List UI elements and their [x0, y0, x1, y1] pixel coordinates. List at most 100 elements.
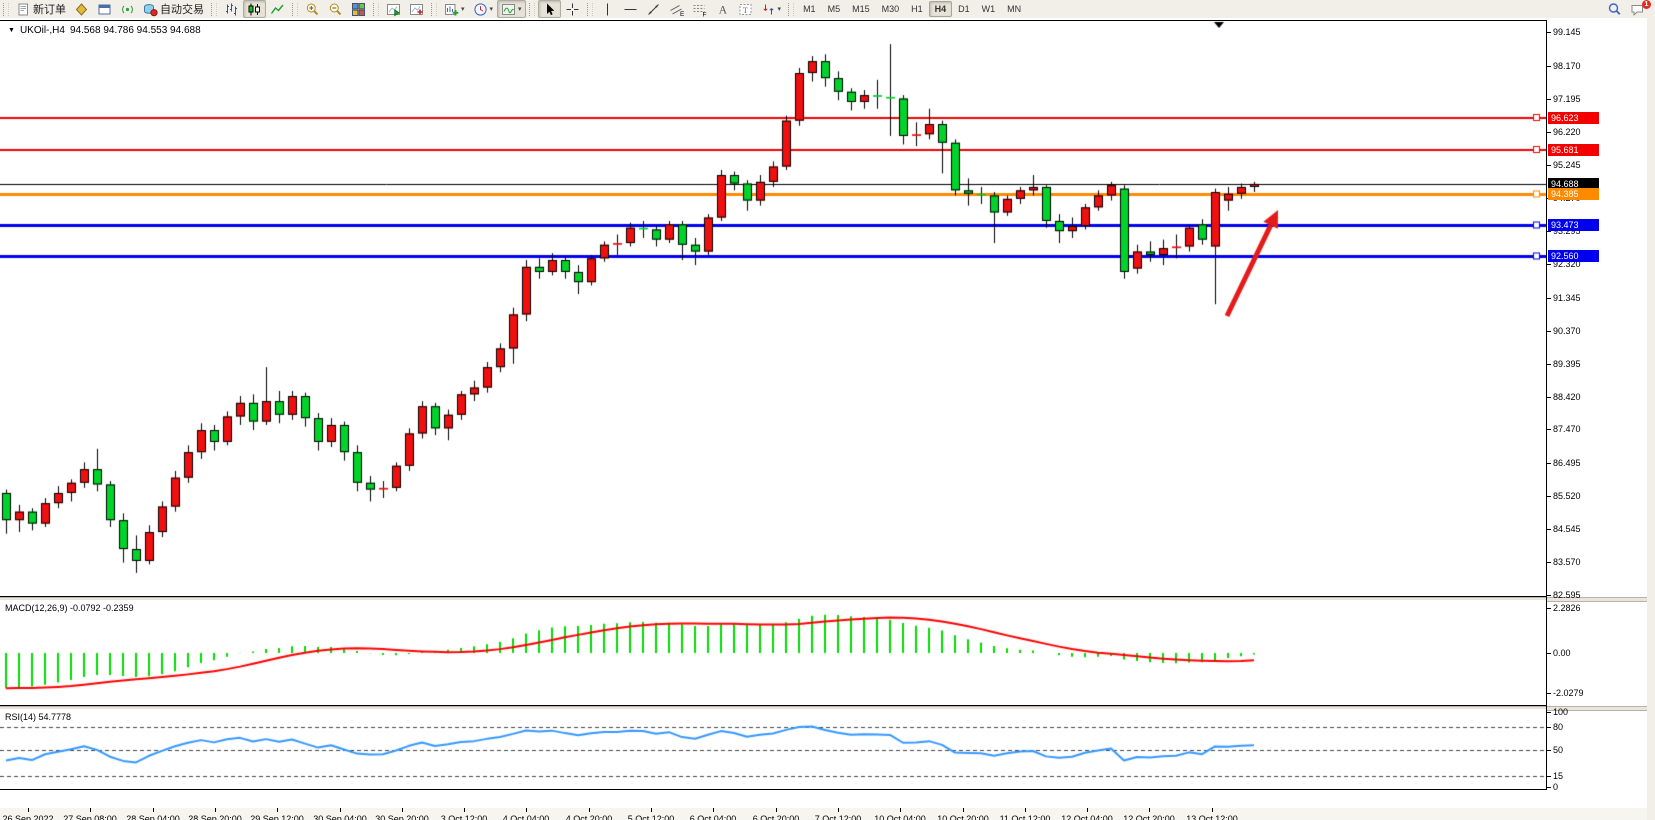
time-axis-label: 6 Oct 20:00 [752, 814, 800, 820]
time-axis[interactable] [0, 808, 1655, 820]
timeframe-h1[interactable]: H1 [911, 4, 923, 14]
time-axis-label: 30 Sep 04:00 [313, 814, 367, 820]
toolbar-grip[interactable] [528, 2, 535, 16]
bar-chart-button[interactable] [220, 0, 243, 18]
axis-tick-label: 50 [1553, 745, 1564, 755]
window-right-gutter [1647, 18, 1655, 820]
axis-tick-mark [1546, 397, 1551, 398]
new-chart-button[interactable]: ▾ [440, 0, 469, 18]
axis-tick-label: 84.545 [1553, 524, 1581, 534]
auto-trading-button[interactable]: 自动交易 [139, 0, 208, 18]
chart-play-icon [387, 3, 400, 16]
price-axis-separator [1546, 20, 1547, 790]
fibonacci-icon: F [693, 4, 706, 17]
notifications-button[interactable]: 1 [1626, 0, 1651, 18]
axis-tick-label: 87.470 [1553, 424, 1581, 434]
chevron-down-icon[interactable]: ▾ [489, 6, 494, 13]
timeframe-m30[interactable]: M30 [881, 4, 900, 14]
tile-windows-button[interactable] [347, 0, 370, 18]
axis-tick-label: -2.0279 [1553, 688, 1584, 698]
channel-icon: E [669, 4, 684, 17]
zoom-in-button[interactable] [301, 0, 324, 18]
fibonacci-tool-button[interactable]: F [688, 0, 711, 18]
timeframe-w1[interactable]: W1 [981, 4, 996, 14]
chevron-down-icon[interactable]: ▾ [518, 6, 522, 13]
chart-step-button[interactable] [405, 0, 428, 18]
time-axis-tick [838, 808, 839, 812]
bar-chart-icon [226, 3, 237, 15]
data-signal-button[interactable] [116, 0, 139, 18]
cursor-icon [546, 3, 554, 15]
new-order-button[interactable]: 新订单 [12, 0, 70, 18]
axis-tick-mark [1546, 429, 1551, 430]
equidistant-channel-tool-button[interactable]: E [665, 0, 688, 18]
toolbar-grip[interactable] [3, 2, 9, 16]
chart-add-icon [445, 3, 459, 15]
periods-button[interactable]: ▾ [469, 0, 498, 18]
vertical-line-tool-button[interactable] [596, 0, 619, 18]
axis-tick-label: 92.320 [1553, 259, 1581, 269]
timeframe-mn[interactable]: MN [1007, 4, 1022, 14]
trendline-tool-button[interactable] [642, 0, 665, 18]
time-axis-tick [340, 808, 341, 812]
axis-tick-mark [1546, 712, 1551, 713]
chart-collapse-icon[interactable]: ▼ [8, 27, 15, 34]
axis-tick-label: 15 [1553, 771, 1564, 781]
zoom-out-icon [329, 3, 342, 15]
price-chart-canvas[interactable] [0, 20, 1546, 597]
axis-tick-mark [1546, 727, 1551, 728]
chart-quote-ohlc: 94.568 94.786 94.553 94.688 [69, 25, 201, 36]
price-line-badge: 96.623 [1548, 112, 1599, 124]
notification-count-badge: 1 [1642, 0, 1651, 9]
axis-tick-mark [1546, 750, 1551, 751]
axis-tick-mark [1546, 231, 1551, 232]
time-axis-tick [153, 808, 154, 812]
market-watch-button[interactable] [93, 0, 116, 18]
axis-tick-label: 80 [1553, 722, 1564, 732]
timeframe-m5[interactable]: M5 [827, 4, 841, 14]
chevron-down-icon[interactable]: ▾ [777, 6, 782, 13]
time-axis-tick [402, 808, 403, 812]
axis-tick-label: 95.245 [1553, 160, 1581, 170]
line-chart-button[interactable] [266, 0, 289, 18]
price-line-badge: 92.560 [1548, 250, 1599, 262]
time-axis-label: 28 Sep 04:00 [126, 814, 180, 820]
macd-indicator-canvas[interactable] [0, 600, 1546, 706]
arrows-icon [762, 4, 774, 14]
timeframe-h4[interactable]: H4 [928, 1, 953, 17]
zoom-out-button[interactable] [324, 0, 347, 18]
strategy-tester-button[interactable] [382, 0, 405, 18]
toolbar-grip[interactable] [788, 2, 795, 16]
cursor-tool-button[interactable] [537, 0, 561, 18]
arrows-tool-button[interactable]: ▾ [757, 0, 786, 18]
axis-tick-mark [1546, 32, 1551, 33]
crosshair-tool-button[interactable] [561, 0, 584, 18]
timeframe-d1[interactable]: D1 [958, 4, 970, 14]
line-chart-icon [270, 4, 284, 14]
hline-icon [624, 8, 637, 10]
toolbar-grip[interactable] [586, 2, 593, 16]
time-axis-tick [713, 808, 714, 812]
time-axis-label: 28 Sep 20:00 [188, 814, 242, 820]
toolbar-grip[interactable] [373, 2, 379, 16]
profiles-button[interactable] [70, 0, 93, 18]
text-tool-button[interactable]: A [711, 0, 734, 18]
toolbar-grip[interactable] [211, 2, 217, 16]
axis-tick-mark [1546, 99, 1551, 100]
text-label-tool-button[interactable]: T [734, 0, 757, 18]
indicators-button[interactable]: ▾ [497, 0, 526, 18]
new-order-icon [18, 3, 28, 15]
timeframe-m1[interactable]: M1 [803, 4, 816, 14]
toolbar-grip[interactable] [431, 2, 437, 16]
svg-text:A: A [718, 4, 727, 16]
chevron-down-icon[interactable]: ▾ [461, 6, 465, 13]
candlestick-chart-button[interactable] [243, 0, 266, 18]
rsi-indicator-canvas[interactable] [0, 709, 1546, 790]
toolbar-grip[interactable] [292, 2, 298, 16]
axis-tick-mark [1546, 364, 1551, 365]
search-button[interactable] [1603, 0, 1626, 18]
svg-text:F: F [702, 11, 706, 17]
timeframe-m15[interactable]: M15 [852, 4, 870, 14]
horizontal-line-tool-button[interactable] [619, 0, 642, 18]
axis-tick-label: 89.395 [1553, 359, 1581, 369]
